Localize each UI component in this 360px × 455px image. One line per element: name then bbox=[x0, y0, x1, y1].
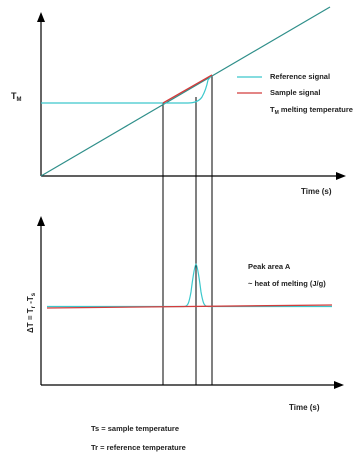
top-y-axis-label: TM bbox=[11, 91, 22, 103]
legend-label-sample: Sample signal bbox=[270, 88, 320, 97]
top-x-axis-arrow bbox=[336, 172, 346, 180]
footnote-reference-temperature: Tr = reference temperature bbox=[91, 443, 186, 452]
reference-signal-curve-bottom bbox=[47, 263, 332, 308]
program-temperature-line bbox=[40, 6, 331, 177]
top-axes bbox=[40, 20, 338, 177]
top-y-axis-arrow bbox=[37, 12, 45, 22]
reference-signal-curve bbox=[41, 74, 213, 104]
bottom-x-axis-arrow bbox=[334, 381, 344, 389]
bottom-axes bbox=[40, 224, 336, 386]
guide-lines bbox=[162, 75, 213, 385]
bottom-y-axis-label: ΔT = Tr -Ts bbox=[26, 292, 37, 333]
melting-temperature-note: TM melting temperature bbox=[270, 105, 353, 116]
legend-label-reference: Reference signal bbox=[270, 72, 330, 81]
sample-signal-curve-bottom bbox=[46, 304, 333, 309]
bottom-y-axis-arrow bbox=[37, 216, 45, 226]
sample-signal-curve bbox=[162, 74, 213, 104]
bottom-x-axis-label: Time (s) bbox=[289, 403, 320, 412]
top-x-axis-label: Time (s) bbox=[301, 187, 332, 196]
peak-area-label: Peak area A bbox=[248, 262, 291, 271]
heat-of-melting-label: ~ heat of melting (J/g) bbox=[248, 279, 326, 288]
footnote-sample-temperature: Ts = sample temperature bbox=[91, 424, 179, 433]
legend: Reference signal Sample signal TM meltin… bbox=[237, 72, 353, 116]
